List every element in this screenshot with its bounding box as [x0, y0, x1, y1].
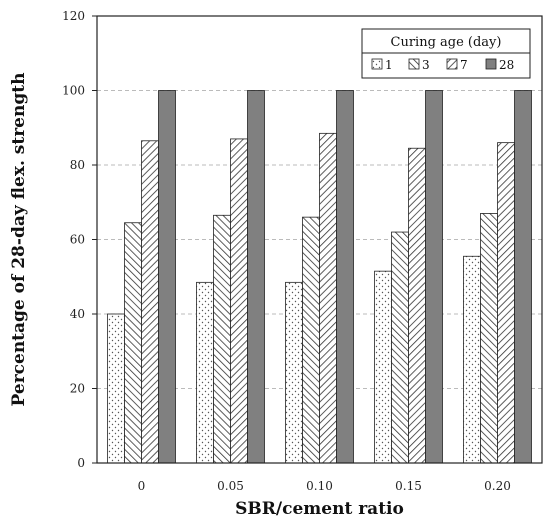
bar-1-0.15 [374, 270, 392, 464]
y-tick-label: 80 [70, 158, 85, 172]
y-tick-label: 0 [77, 456, 85, 470]
y-tick-label: 40 [70, 307, 85, 321]
legend-label: 7 [460, 58, 468, 72]
x-ticks: 0 0.05 0.10 0.15 0.20 [138, 479, 511, 493]
bar-3-0.10 [302, 216, 320, 464]
bar-3-0.20 [480, 213, 498, 464]
y-axis-title: Percentage of 28-day flex. strength [9, 73, 29, 407]
bar-7-0.05 [230, 138, 248, 464]
bar-7-0.15 [408, 147, 426, 464]
legend-label: 28 [499, 58, 514, 72]
legend-swatch [446, 58, 458, 70]
legend-label: 3 [422, 58, 430, 72]
bar-7-0.20 [497, 142, 515, 464]
x-tick-label: 0.10 [306, 479, 333, 493]
y-ticks: 0 20 40 60 80 100 120 [62, 9, 97, 470]
x-tick-label: 0.05 [217, 479, 244, 493]
legend-title: Curing age (day) [391, 35, 502, 50]
bar-28-0.10 [336, 90, 354, 464]
x-tick-label: 0 [138, 479, 146, 493]
x-axis-title: SBR/cement ratio [235, 499, 404, 519]
bar-3-0 [124, 222, 142, 464]
bar-7-0 [141, 140, 159, 464]
y-tick-label: 100 [62, 84, 85, 98]
bar-1-0.05 [196, 281, 214, 464]
bar-1-0.10 [285, 281, 303, 464]
x-tick-label: 0.20 [484, 479, 511, 493]
y-tick-label: 20 [70, 382, 85, 396]
bar-3-0.15 [391, 231, 409, 464]
bar-28-0.05 [247, 90, 265, 464]
bar-7-0.10 [319, 132, 337, 464]
bar-28-0.20 [514, 90, 532, 464]
bar-1-0.20 [463, 255, 481, 464]
x-tick-label: 0.15 [395, 479, 422, 493]
legend-swatch [408, 58, 420, 70]
bar-28-0 [158, 90, 176, 464]
legend-label: 1 [385, 58, 393, 72]
y-tick-label: 60 [70, 233, 85, 247]
legend-swatch [485, 58, 497, 70]
bar-28-0.15 [425, 90, 443, 464]
bar-3-0.05 [213, 214, 231, 464]
legend-swatch [371, 58, 383, 70]
legend: Curing age (day) 1 3 7 28 [361, 28, 531, 79]
y-tick-label: 120 [62, 9, 85, 23]
bar-1-0 [107, 313, 125, 464]
bars [107, 90, 532, 464]
